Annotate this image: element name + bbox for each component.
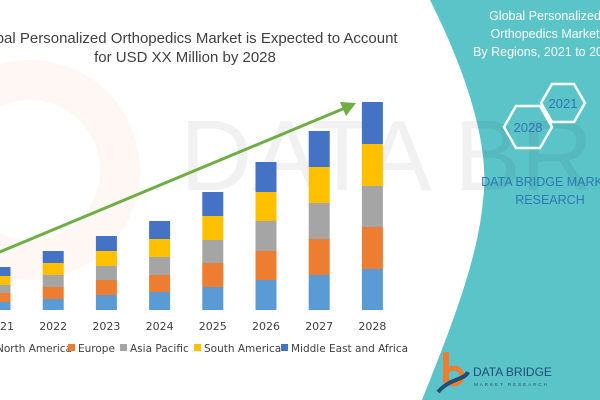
bar-segment-south-america-2025 <box>202 216 224 240</box>
bar-segment-north-america-2026 <box>255 280 277 310</box>
bar-segment-north-america-2028 <box>361 269 383 310</box>
bar-segment-middle-east-and-africa-2028 <box>361 102 383 144</box>
bar-segment-asia-pacific-2028 <box>361 186 383 227</box>
bar-segment-south-america-2027 <box>308 167 330 203</box>
x-tick-label: 2025 <box>199 320 227 333</box>
bar-segment-south-america-2024 <box>149 239 171 257</box>
bar-segment-middle-east-and-africa-2024 <box>149 221 171 239</box>
bar-segment-middle-east-and-africa-2023 <box>95 236 117 251</box>
bar-segment-europe-2023 <box>95 280 117 295</box>
legend-label: North America <box>0 343 72 355</box>
bar-segment-asia-pacific-2024 <box>149 257 171 275</box>
logo-tagline: MARKET RESEARCH <box>474 382 549 387</box>
legend-label: Middle East and Africa <box>291 343 408 355</box>
bar-segment-asia-pacific-2022 <box>42 275 64 287</box>
bar-segment-europe-2028 <box>361 227 383 269</box>
legend-swatch <box>120 344 127 351</box>
hexagon-2021 <box>539 82 587 124</box>
side-title-line-2: Orthopedics Market <box>490 27 600 41</box>
trend-arrowhead-icon <box>340 102 356 116</box>
chart-title-line-2: for USD XX Million by 2028 <box>94 49 276 66</box>
bar-segment-middle-east-and-africa-2021 <box>0 267 11 276</box>
trend-arrow <box>0 106 346 254</box>
bar-segment-asia-pacific-2021 <box>0 285 11 293</box>
legend-label: Europe <box>78 343 115 355</box>
bar-segment-middle-east-and-africa-2022 <box>42 251 64 263</box>
bar-segment-europe-2025 <box>202 263 224 287</box>
bar-segment-middle-east-and-africa-2027 <box>308 131 330 167</box>
bar-segment-south-america-2026 <box>255 192 277 221</box>
bar-segment-europe-2022 <box>42 287 64 299</box>
bar-segment-north-america-2021 <box>0 302 11 310</box>
bar-segment-europe-2027 <box>308 239 330 275</box>
watermark-logo-icon <box>0 60 140 280</box>
side-title-line-1: Global Personalized <box>489 9 600 23</box>
x-tick-label: 2022 <box>39 320 67 333</box>
watermark: DATA BRIDGE <box>180 100 600 212</box>
bar-segment-europe-2024 <box>149 275 171 292</box>
bar-segment-middle-east-and-africa-2026 <box>255 162 277 192</box>
x-tick-label: 2021 <box>0 320 14 333</box>
bar-segment-north-america-2023 <box>95 295 117 310</box>
hex-year-2028: 2028 <box>514 120 543 135</box>
x-tick-label: 2026 <box>252 320 280 333</box>
x-tick-label: 2024 <box>146 320 174 333</box>
hex-year-2021: 2021 <box>549 96 578 111</box>
side-title-line-3: By Regions, 2021 to 2028 <box>473 45 600 59</box>
x-tick-label: 2023 <box>92 320 120 333</box>
bar-segment-south-america-2023 <box>95 251 117 266</box>
chart-title-line-1: Global Personalized Orthopedics Market i… <box>0 30 398 47</box>
bar-segment-middle-east-and-africa-2025 <box>202 192 224 216</box>
legend-label: South America <box>204 343 281 355</box>
logo-name: DATA BRIDGE <box>473 365 552 379</box>
bar-segment-south-america-2028 <box>361 144 383 186</box>
bar-segment-north-america-2022 <box>42 299 64 310</box>
legend-label: Asia Pacific <box>130 343 189 355</box>
chart-title: Global Personalized Orthopedics Market i… <box>0 29 400 67</box>
bar-segment-south-america-2021 <box>0 276 11 285</box>
bar-segment-asia-pacific-2027 <box>308 203 330 239</box>
bar-segment-europe-2026 <box>255 251 277 280</box>
bar-segment-asia-pacific-2023 <box>95 266 117 280</box>
legend-swatch <box>68 344 75 351</box>
legend-swatch <box>281 344 288 351</box>
side-panel-title: Global Personalized Orthopedics Market B… <box>470 7 600 61</box>
bar-segment-north-america-2027 <box>308 275 330 310</box>
bar-segment-south-america-2022 <box>42 263 64 275</box>
bar-segment-asia-pacific-2026 <box>255 221 277 251</box>
x-tick-label: 2027 <box>305 320 333 333</box>
bar-segment-north-america-2025 <box>202 287 224 310</box>
bar-segment-asia-pacific-2025 <box>202 240 224 263</box>
x-tick-label: 2028 <box>358 320 386 333</box>
bar-segment-north-america-2024 <box>149 292 171 310</box>
logo: DATA BRIDGE MARKET RESEARCH <box>436 352 552 394</box>
brand-line-1: DATA BRIDGE MARKET <box>481 175 600 189</box>
hexagon-2028 <box>502 104 554 150</box>
brand-line-2: RESEARCH <box>515 193 585 207</box>
brand-text: DATA BRIDGE MARKET RESEARCH <box>480 173 600 209</box>
bar-segment-europe-2021 <box>0 293 11 302</box>
legend-swatch <box>194 344 201 351</box>
